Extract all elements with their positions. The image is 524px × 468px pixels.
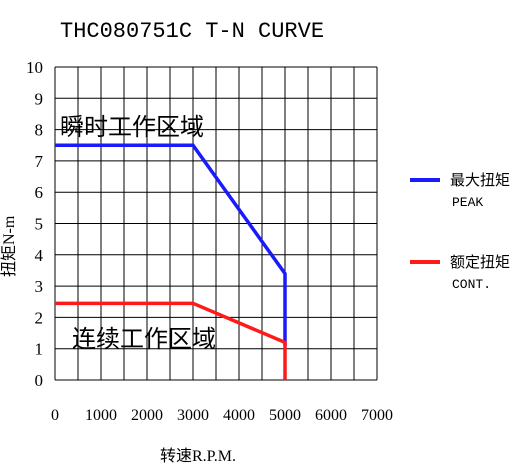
region-label-peak: 瞬时工作区域 — [60, 114, 204, 141]
legend: 最大扭矩 PEAK 额定扭矩 CONT. — [410, 172, 510, 292]
x-tick-label: 1000 — [85, 407, 117, 424]
x-axis-label: 转速R.P.M. — [160, 447, 236, 465]
x-tick-label: 5000 — [269, 407, 301, 424]
y-tick-label: 4 — [35, 246, 44, 265]
y-tick-label: 3 — [35, 277, 44, 296]
legend-sublabel-peak: PEAK — [452, 195, 483, 210]
x-tick-label: 3000 — [177, 407, 209, 424]
legend-sublabel-continuous: CONT. — [452, 277, 491, 292]
x-tick-label: 0 — [51, 407, 59, 424]
y-tick-label: 2 — [35, 308, 44, 327]
y-tick-label: 8 — [35, 121, 44, 140]
legend-label-continuous: 额定扭矩 — [450, 254, 510, 271]
x-tick-label: 4000 — [223, 407, 255, 424]
x-axis-ticks: 0 1000 2000 3000 4000 5000 6000 7000 — [51, 407, 393, 424]
y-tick-label: 9 — [35, 89, 44, 108]
x-tick-label: 7000 — [361, 407, 393, 424]
y-tick-label: 5 — [35, 215, 44, 234]
y-tick-label: 0 — [35, 371, 44, 390]
region-label-continuous: 连续工作区域 — [72, 326, 216, 353]
series-line-peak — [55, 143, 287, 346]
series-lines — [55, 143, 287, 380]
chart-title: THC080751C T-N CURVE — [60, 19, 324, 44]
y-axis-ticks: 0 1 2 3 4 5 6 7 8 9 10 — [26, 58, 44, 390]
grid — [54, 66, 378, 381]
y-tick-label: 7 — [35, 152, 44, 171]
series-line-continuous — [55, 301, 287, 380]
legend-label-peak: 最大扭矩 — [450, 172, 510, 189]
x-tick-label: 2000 — [131, 407, 163, 424]
y-tick-label: 1 — [35, 340, 44, 359]
y-tick-label: 10 — [26, 58, 43, 77]
y-tick-label: 6 — [35, 183, 44, 202]
y-axis-label: 扭矩N-m — [0, 215, 18, 277]
x-tick-label: 6000 — [315, 407, 347, 424]
